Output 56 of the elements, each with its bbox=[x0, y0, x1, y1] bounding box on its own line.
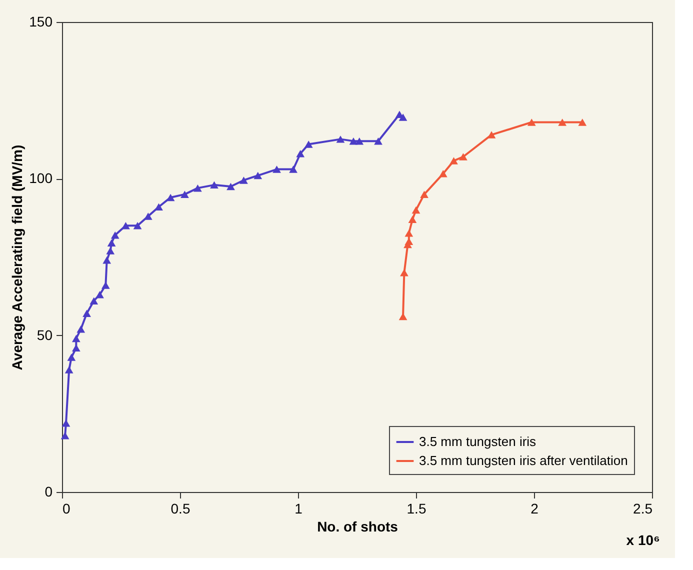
point bbox=[154, 203, 163, 210]
y-tick-label: 0 bbox=[44, 484, 53, 500]
point bbox=[408, 216, 417, 224]
point bbox=[96, 290, 104, 298]
y-tick-label: 100 bbox=[29, 170, 53, 186]
point bbox=[289, 166, 298, 173]
point bbox=[82, 310, 91, 318]
point bbox=[272, 166, 281, 173]
x-tick-label: 2 bbox=[530, 500, 539, 516]
point bbox=[578, 118, 587, 126]
point bbox=[166, 194, 175, 202]
x-axis-title: No. of shots bbox=[317, 518, 398, 534]
point bbox=[76, 325, 86, 333]
x-tick-label: 1.5 bbox=[406, 500, 426, 516]
point bbox=[72, 334, 80, 342]
point bbox=[226, 182, 235, 190]
point bbox=[420, 190, 428, 198]
point bbox=[374, 137, 382, 145]
point bbox=[133, 222, 142, 230]
point bbox=[107, 239, 116, 247]
point bbox=[102, 256, 112, 264]
point bbox=[210, 181, 218, 189]
point bbox=[527, 118, 536, 126]
point bbox=[450, 157, 458, 164]
x-tick-label: 0 bbox=[62, 500, 70, 516]
y-tick-label: 50 bbox=[36, 326, 53, 343]
point bbox=[412, 206, 420, 214]
y-axis-title: Average Accelerating field (MV/m) bbox=[9, 144, 26, 370]
legend-label: 3.5 mm tungsten iris after ventilation bbox=[419, 453, 628, 468]
point bbox=[64, 366, 74, 374]
point bbox=[110, 231, 120, 239]
x-tick-label: 0.5 bbox=[170, 500, 190, 516]
y-tick-label: 150 bbox=[29, 14, 53, 30]
point bbox=[194, 184, 202, 192]
point bbox=[304, 140, 313, 148]
point bbox=[398, 114, 408, 121]
legend-label: 3.5 mm tungsten iris bbox=[419, 434, 537, 449]
point bbox=[558, 118, 567, 126]
x-tick-label: 2.5 bbox=[633, 500, 653, 516]
point bbox=[254, 172, 262, 180]
text: x 10⁶ bbox=[626, 532, 660, 548]
point bbox=[336, 136, 345, 143]
point bbox=[459, 153, 468, 160]
point bbox=[400, 269, 408, 276]
point bbox=[240, 176, 248, 184]
point bbox=[122, 222, 130, 230]
point bbox=[438, 170, 448, 178]
point bbox=[180, 190, 189, 198]
point bbox=[355, 137, 364, 145]
point bbox=[90, 297, 98, 304]
point bbox=[101, 282, 110, 289]
point bbox=[404, 230, 414, 237]
point bbox=[106, 247, 115, 254]
x-tick-label: 1 bbox=[294, 500, 303, 516]
point bbox=[67, 354, 76, 361]
point bbox=[296, 150, 305, 158]
